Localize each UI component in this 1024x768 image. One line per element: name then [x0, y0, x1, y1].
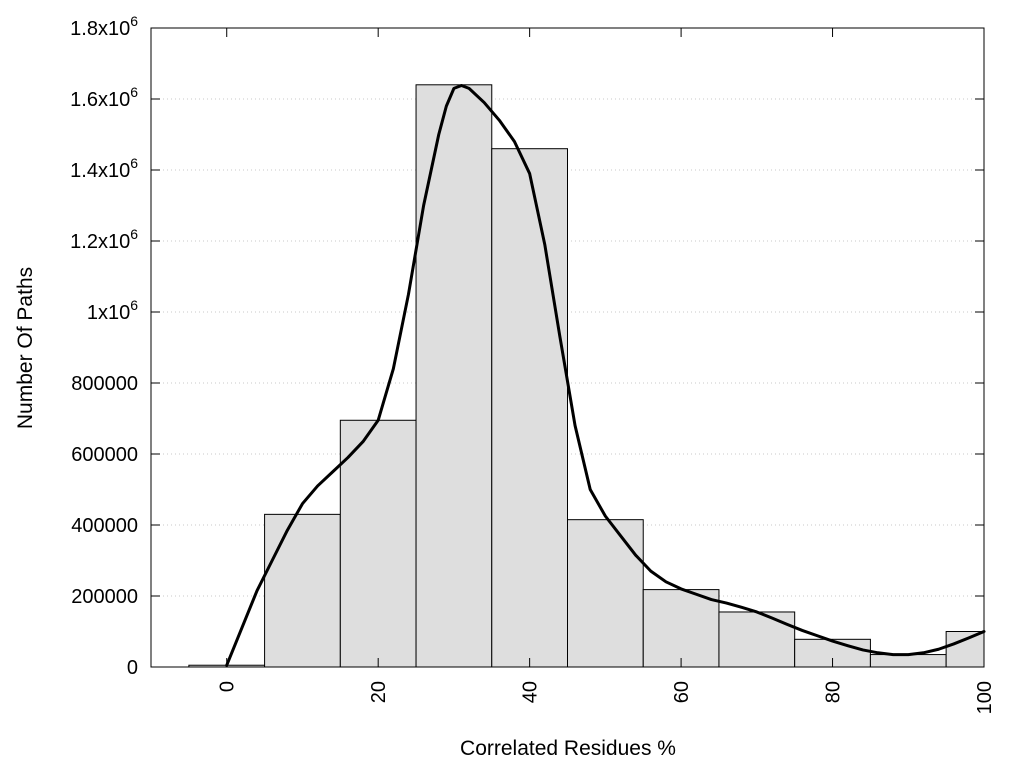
- x-tick-label: 60: [671, 681, 693, 703]
- density-curve: [225, 84, 986, 667]
- histogram-bar: [415, 84, 493, 668]
- x-tick-label: 40: [520, 681, 542, 703]
- y-tick-label: 200000: [71, 586, 138, 608]
- y-tick-label: 1.2x106: [70, 226, 138, 253]
- y-tick-label: 1x106: [87, 297, 138, 324]
- histogram-bar: [339, 419, 417, 668]
- y-tick-label: 1.4x106: [70, 155, 138, 182]
- y-axis-title: Number Of Paths: [14, 267, 37, 429]
- x-axis-title: Correlated Residues %: [460, 737, 676, 760]
- histogram-bar: [945, 631, 985, 668]
- histogram-bar: [491, 148, 569, 668]
- y-tick-label: 600000: [71, 444, 138, 466]
- y-tick-label: 0: [127, 657, 138, 679]
- density-curve-group: [225, 84, 986, 667]
- histogram-bar: [642, 589, 720, 668]
- y-axis-ticks: 0 200000 400000 600000 800000 1x106 1.2x106 1.4…: [70, 13, 984, 679]
- histogram-bar: [869, 654, 947, 668]
- y-tick-label: 400000: [71, 515, 138, 537]
- x-axis-ticks: 0 20 40 60 80 100: [217, 28, 996, 714]
- y-tick-label: 1.8x106: [70, 13, 138, 40]
- histogram-bars: [188, 84, 985, 668]
- y-tick-label: 800000: [71, 373, 138, 395]
- plot-frame: [150, 27, 985, 668]
- x-tick-label: 0: [217, 681, 239, 692]
- y-tick-label: 1.6x106: [70, 84, 138, 111]
- x-tick-label: 80: [823, 681, 845, 703]
- x-tick-label: 20: [368, 681, 390, 703]
- histogram-bar: [264, 513, 341, 668]
- histogram-bar: [718, 611, 796, 668]
- x-tick-label: 100: [974, 681, 996, 714]
- histogram-bar: [567, 519, 644, 668]
